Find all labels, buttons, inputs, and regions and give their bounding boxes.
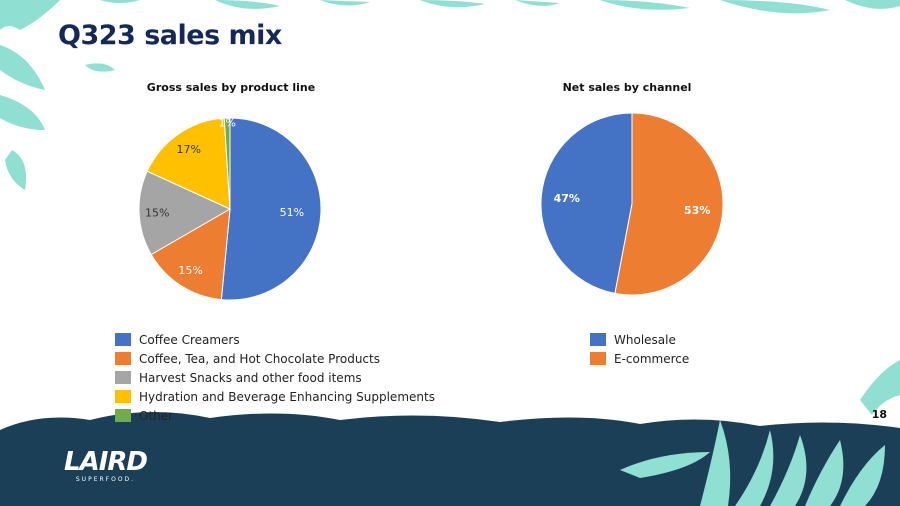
legend-swatch <box>115 371 131 384</box>
data-label-coffee-creamers: 51% <box>280 206 304 219</box>
pie-slice-hydration-and-beverage-enhancing-supplements <box>146 117 231 210</box>
legend-item-e-commerce: E-commerce <box>590 349 689 368</box>
legend-label: E-commerce <box>614 351 690 366</box>
legend-item-hydration-and-beverage-enhancing-supplements: Hydration and Beverage Enhancing Supplem… <box>115 387 435 406</box>
slide-title: Q323 sales mix <box>58 20 282 51</box>
page-number: 18 <box>871 408 887 421</box>
chart-title-gross-sales: Gross sales by product line <box>146 81 316 94</box>
leaf-decoration-bottom <box>620 360 900 506</box>
data-label-e-commerce: 53% <box>684 204 710 217</box>
chart-title-net-sales: Net sales by channel <box>562 81 692 94</box>
legend-label: Coffee Creamers <box>139 332 240 347</box>
legend-item-harvest-snacks-and-other-food-items: Harvest Snacks and other food items <box>115 368 435 387</box>
legend-swatch <box>115 409 131 422</box>
pie-slice-coffee-tea-and-hot-chocolate-products <box>150 208 231 301</box>
leaf-decoration-top <box>0 0 900 190</box>
laird-superfood-logo: LAIRD SUPERFOOD. <box>64 447 148 484</box>
legend-label: Harvest Snacks and other food items <box>139 370 362 385</box>
brand-name: LAIRD <box>64 447 148 477</box>
legend-swatch <box>590 352 606 365</box>
legend-item-coffee-tea-and-hot-chocolate-products: Coffee, Tea, and Hot Chocolate Products <box>115 349 435 368</box>
data-label-coffee-tea-and-hot-chocolate-products: 15% <box>178 264 202 277</box>
pie-slice-other <box>223 117 231 210</box>
legend-swatch <box>115 390 131 403</box>
pie-slice-coffee-creamers <box>220 117 322 301</box>
legend-swatch <box>590 333 606 346</box>
legend-label: Wholesale <box>614 332 676 347</box>
pie-chart-net-sales: 47% 53% <box>540 112 724 296</box>
data-label-wholesale: 47% <box>554 192 580 205</box>
legend-swatch <box>115 352 131 365</box>
pie-slice-wholesale <box>540 112 633 294</box>
legend-label: Hydration and Beverage Enhancing Supplem… <box>139 389 435 404</box>
legend-gross-sales: Coffee Creamers Coffee, Tea, and Hot Choc… <box>115 330 435 425</box>
legend-item-wholesale: Wholesale <box>590 330 689 349</box>
brand-tagline: SUPERFOOD. <box>75 476 136 483</box>
pie-slice-harvest-snacks-and-other-food-items <box>138 170 232 256</box>
legend-label: Other <box>139 408 174 423</box>
pie-chart-gross-sales: 51% 15% 15% 17% 1% <box>138 117 322 301</box>
data-label-hydration-and-beverage-enhancing-supplements: 17% <box>176 143 200 156</box>
pie-slice-e-commerce <box>614 112 724 296</box>
data-label-harvest-snacks-and-other-food-items: 15% <box>145 206 169 219</box>
data-label-other: 1% <box>219 117 236 130</box>
legend-item-coffee-creamers: Coffee Creamers <box>115 330 435 349</box>
legend-item-other: Other <box>115 406 435 425</box>
legend-net-sales: Wholesale E-commerce <box>590 330 689 368</box>
navy-painted-band <box>0 411 900 506</box>
legend-swatch <box>115 333 131 346</box>
legend-label: Coffee, Tea, and Hot Chocolate Products <box>139 351 380 366</box>
